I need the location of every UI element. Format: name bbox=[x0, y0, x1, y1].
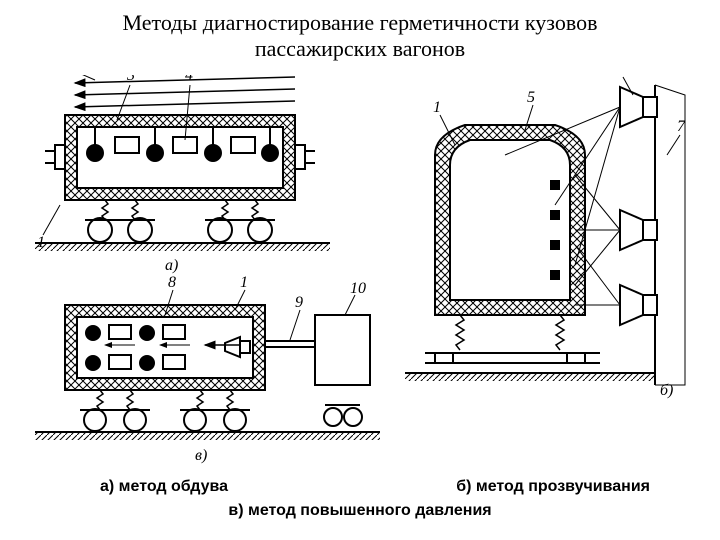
speaker-mid bbox=[620, 210, 657, 250]
label-a-1: 1 bbox=[37, 234, 45, 251]
label-b-7: 7 bbox=[677, 118, 686, 135]
speaker-bot bbox=[620, 285, 657, 325]
bogie-v-left bbox=[80, 390, 150, 431]
panel-a: 1 2 3 4 а) bbox=[35, 75, 330, 274]
bogie-v-right bbox=[180, 390, 250, 431]
label-v-8: 8 bbox=[168, 274, 176, 291]
compressor-box bbox=[315, 315, 370, 385]
label-a-4: 4 bbox=[185, 75, 193, 84]
bogie-left bbox=[85, 200, 155, 242]
panel-letter-a: а) bbox=[165, 257, 178, 274]
bogie-right bbox=[205, 200, 275, 242]
airflow-arrow bbox=[75, 101, 295, 107]
panel-v: 1 8 9 10 в) bbox=[35, 274, 380, 464]
diagram-container: 1 2 3 4 а) 1 8 bbox=[35, 75, 695, 475]
label-v-9: 9 bbox=[295, 294, 303, 311]
airflow-arrow bbox=[75, 89, 295, 95]
panel-b: 1 5 6 7 б) bbox=[405, 75, 686, 399]
label-b-1: 1 bbox=[433, 99, 441, 116]
title-line1: Методы диагностирование герметичности ку… bbox=[123, 10, 598, 35]
label-v-1: 1 bbox=[240, 274, 248, 291]
page-title: Методы диагностирование герметичности ку… bbox=[0, 0, 720, 63]
panel-letter-v: в) bbox=[195, 447, 207, 464]
caption-a: а) метод обдува bbox=[100, 478, 228, 496]
caption-b: б) метод прозвучивания bbox=[456, 478, 650, 496]
captions-block: а) метод обдува б) метод прозвучивания в… bbox=[0, 478, 720, 520]
speaker-top bbox=[620, 87, 657, 127]
label-b-5: 5 bbox=[527, 89, 535, 106]
diagram-svg: 1 2 3 4 а) 1 8 bbox=[35, 75, 695, 475]
ground-hatch bbox=[35, 243, 330, 251]
side-left bbox=[55, 145, 65, 169]
title-line2: пассажирских вагонов bbox=[255, 36, 465, 61]
label-v-10: 10 bbox=[350, 280, 366, 297]
label-b-6: 6 bbox=[615, 75, 623, 79]
label-a-3: 3 bbox=[126, 75, 135, 84]
side-right bbox=[295, 145, 305, 169]
caption-c: в) метод повышенного давления bbox=[228, 502, 491, 519]
panel-letter-b: б) bbox=[660, 382, 673, 399]
